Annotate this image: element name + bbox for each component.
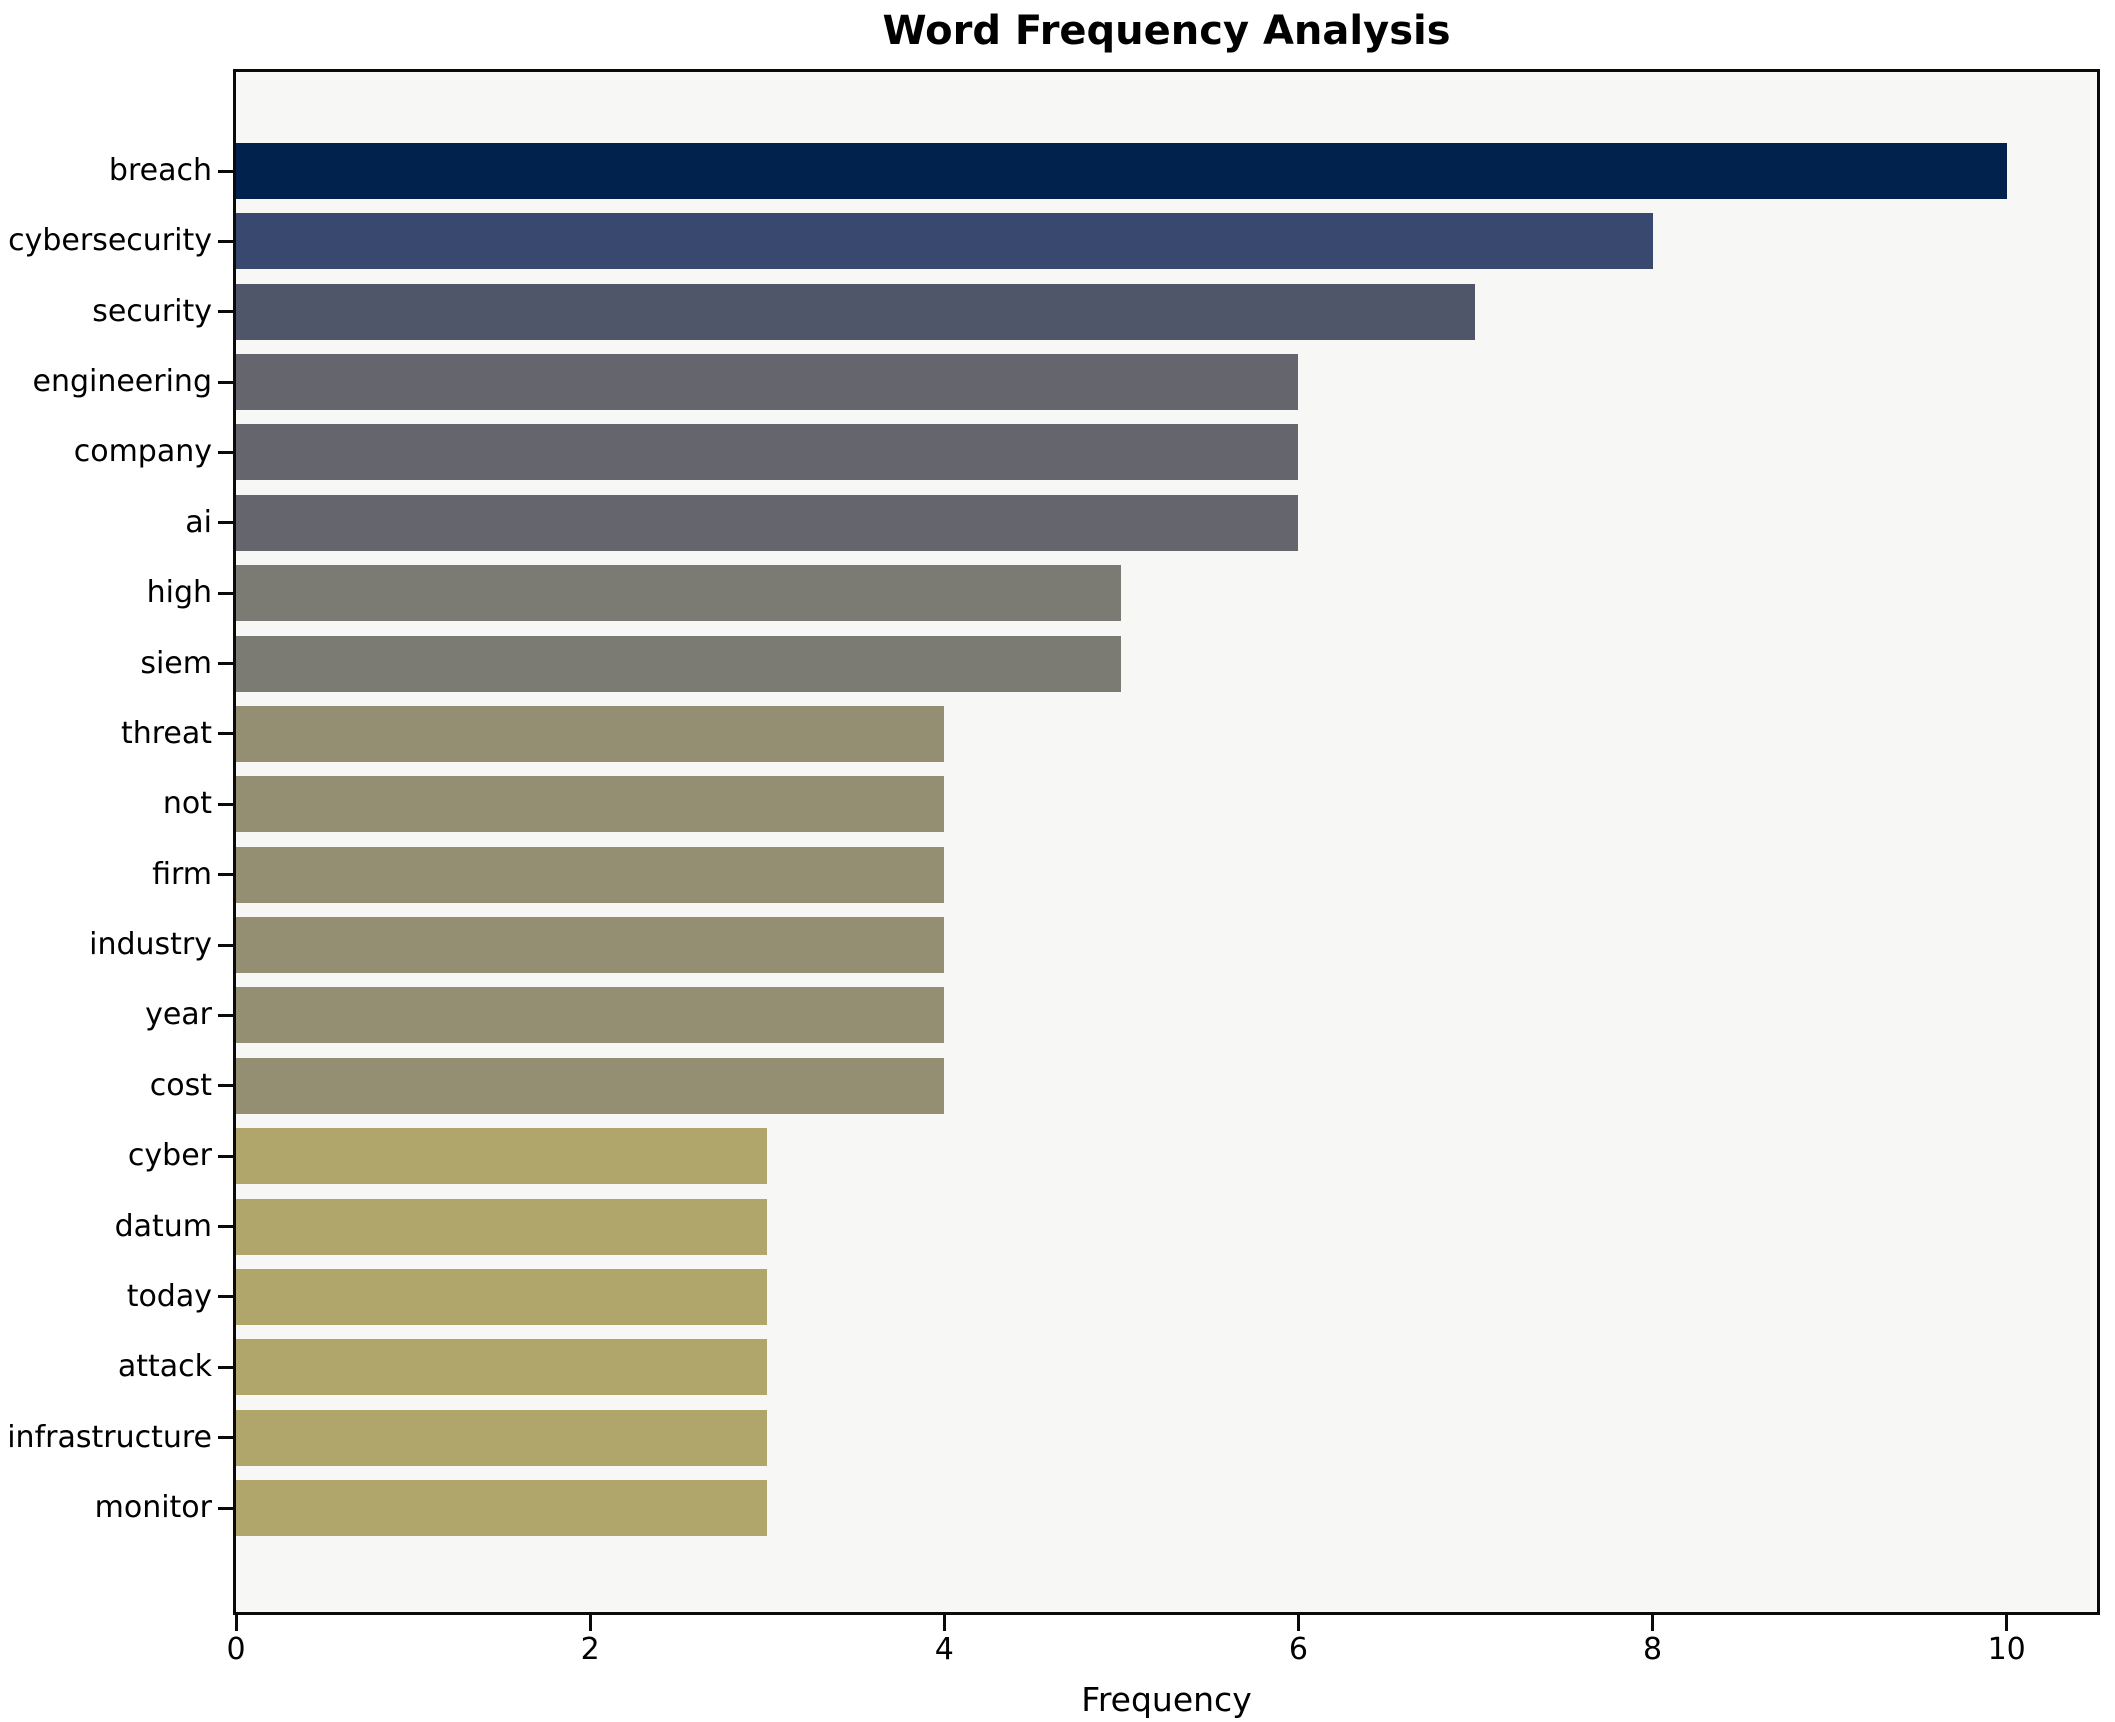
y-tick-mark <box>218 732 236 736</box>
y-tick-label: threat <box>120 715 212 751</box>
x-tick-mark <box>2005 1615 2009 1631</box>
y-tick-label: ai <box>185 504 212 540</box>
x-tick-mark <box>942 1615 946 1631</box>
bar-not <box>236 776 945 833</box>
bar-ai <box>236 494 1299 551</box>
y-tick-mark <box>218 450 236 454</box>
y-tick-mark <box>218 1436 236 1440</box>
x-tick-mark <box>588 1615 592 1631</box>
y-tick-label: year <box>145 997 212 1033</box>
y-tick-mark <box>218 943 236 947</box>
y-tick-label: firm <box>152 856 212 892</box>
y-tick-mark <box>218 1013 236 1017</box>
bar-monitor <box>236 1480 768 1537</box>
y-tick-mark <box>218 380 236 384</box>
bar-breach <box>236 143 2007 199</box>
x-tick-label: 10 <box>1987 1632 2026 1667</box>
y-tick-label: company <box>73 434 212 470</box>
y-tick-label: not <box>162 786 212 822</box>
bar-industry <box>236 917 945 974</box>
x-tick-label: 4 <box>934 1632 954 1667</box>
y-tick-label: security <box>92 293 212 329</box>
x-tick-label: 8 <box>1643 1632 1663 1667</box>
y-tick-mark <box>218 873 236 877</box>
y-tick-mark <box>218 1084 236 1088</box>
y-tick-mark <box>218 591 236 595</box>
y-tick-mark <box>218 1365 236 1369</box>
bar-cybersecurity <box>236 213 1653 270</box>
bar-company <box>236 424 1299 481</box>
y-tick-mark <box>218 1225 236 1229</box>
bar-engineering <box>236 354 1299 411</box>
plot-area <box>233 69 2100 1615</box>
bar-year <box>236 987 945 1044</box>
x-tick-label: 0 <box>226 1632 246 1667</box>
x-tick-mark <box>234 1615 238 1631</box>
y-tick-label: infrastructure <box>7 1419 212 1455</box>
bar-high <box>236 565 1122 622</box>
y-tick-mark <box>218 169 236 173</box>
y-tick-mark <box>218 662 236 666</box>
bar-attack <box>236 1339 768 1396</box>
y-tick-label: cost <box>149 1067 212 1103</box>
y-tick-label: cyber <box>127 1138 212 1174</box>
y-tick-label: breach <box>108 153 212 188</box>
y-tick-mark <box>218 1154 236 1158</box>
y-tick-mark <box>218 1295 236 1299</box>
y-tick-label: high <box>146 575 212 611</box>
y-tick-label: cybersecurity <box>8 223 212 259</box>
y-tick-label: datum <box>114 1208 212 1244</box>
x-tick-mark <box>1296 1615 1300 1631</box>
x-tick-label: 2 <box>580 1632 600 1667</box>
y-tick-mark <box>218 802 236 806</box>
y-tick-label: engineering <box>32 364 212 400</box>
y-tick-label: industry <box>89 927 212 963</box>
bar-siem <box>236 635 1122 692</box>
y-tick-mark <box>218 239 236 243</box>
y-tick-mark <box>218 521 236 525</box>
x-axis-label: Frequency <box>1081 1680 1252 1719</box>
bar-threat <box>236 705 945 762</box>
y-tick-label: attack <box>117 1349 212 1385</box>
y-tick-mark <box>218 310 236 314</box>
y-tick-label: today <box>126 1278 212 1314</box>
chart-title: Word Frequency Analysis <box>882 8 1451 54</box>
bar-firm <box>236 846 945 903</box>
y-tick-label: siem <box>140 645 212 681</box>
bar-datum <box>236 1198 768 1255</box>
bar-today <box>236 1268 768 1325</box>
x-tick-mark <box>1651 1615 1655 1631</box>
y-tick-mark <box>218 1506 236 1510</box>
y-tick-label: monitor <box>94 1490 212 1526</box>
bar-security <box>236 283 1476 340</box>
bar-infrastructure <box>236 1409 768 1466</box>
bar-cyber <box>236 1128 768 1185</box>
x-tick-label: 6 <box>1288 1632 1308 1667</box>
bar-cost <box>236 1057 945 1114</box>
